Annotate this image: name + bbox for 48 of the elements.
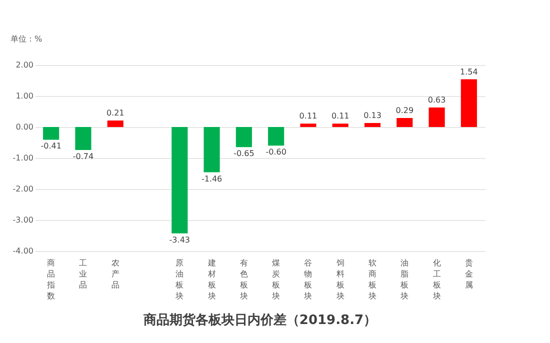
y-tick-label: 1.00: [16, 92, 34, 100]
x-tick-label: 农产品: [111, 258, 120, 290]
x-tick-label: 工业品: [79, 258, 88, 290]
bar: [460, 79, 477, 127]
data-label: 1.54: [460, 67, 478, 76]
x-tick-label: 煤炭板块: [271, 258, 280, 300]
data-label: 0.21: [106, 108, 124, 118]
data-label: 0.63: [428, 95, 446, 104]
data-label: 0.29: [396, 106, 414, 116]
x-tick-label: 油脂板块: [400, 258, 409, 300]
data-label: 0.11: [299, 112, 318, 121]
data-label: -0.41: [40, 142, 62, 151]
bar: [236, 127, 252, 148]
data-label: -0.74: [72, 152, 94, 161]
text: 商品期货各板块日内价差（2019.8.7）: [142, 312, 377, 328]
bar: [364, 122, 381, 127]
x-tick-label: 化工板块: [432, 258, 441, 300]
y-tick-label: -4.00: [12, 246, 34, 256]
x-tick-label: 原油板块: [174, 258, 184, 300]
bar: [428, 107, 445, 127]
y-tick-label: -1.00: [12, 154, 34, 162]
y-tick-label: 2.00: [16, 60, 34, 70]
bar: [396, 118, 413, 127]
data-label: -1.46: [201, 174, 222, 184]
y-tick-label: 0.00: [16, 122, 34, 132]
bar: [300, 124, 316, 127]
y-tick-label: -3.00: [12, 216, 34, 224]
data-label: -0.60: [266, 148, 286, 157]
x-tick-label: 软商板块: [368, 258, 376, 300]
bar: [107, 120, 124, 127]
x-tick-label: 贵金属: [464, 258, 473, 290]
y-axis-title: 单位：%: [10, 34, 42, 44]
bar: [172, 127, 188, 234]
bar: [204, 127, 220, 172]
y-tick-label: -2.00: [12, 184, 34, 194]
x-tick-label: 建材板块: [206, 258, 216, 300]
x-tick-label: 商品指数: [46, 258, 56, 300]
data-label: 0.13: [364, 110, 382, 120]
bar: [332, 124, 348, 127]
x-tick-label: 谷物板块: [303, 258, 312, 300]
bar: [75, 127, 92, 150]
bar: [268, 127, 284, 146]
bar: [43, 127, 60, 140]
data-label: 0.11: [331, 112, 350, 121]
x-tick-label: 有色板块: [238, 258, 248, 300]
data-label: -0.65: [234, 149, 254, 158]
x-tick-label: 饲料板块: [335, 258, 344, 300]
data-label: -3.43: [169, 235, 190, 244]
